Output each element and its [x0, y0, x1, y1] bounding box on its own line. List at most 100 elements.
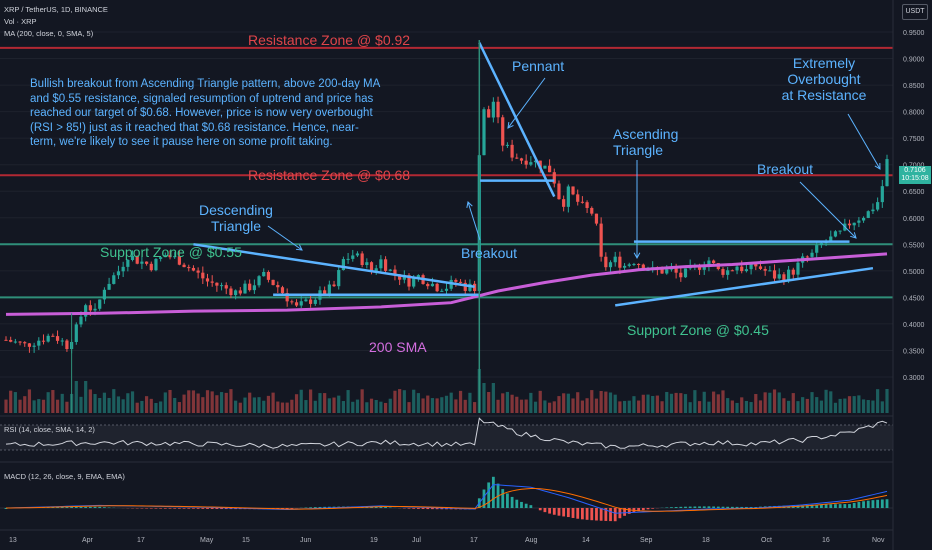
time-tick-label: Jul: [412, 537, 421, 544]
macd-histogram-bar: [679, 506, 683, 508]
candle-body: [416, 275, 420, 278]
candle-body: [440, 290, 444, 292]
support-045-label: Support Zone @ $0.45: [627, 322, 769, 338]
volume-bar: [290, 399, 294, 413]
symbol-title: XRP / TetherUS, 1D, BINANCE: [4, 5, 108, 14]
macd-histogram-bar: [730, 506, 734, 508]
macd-histogram-bar: [665, 507, 669, 508]
volume-bar: [365, 402, 369, 413]
arrow-head: [874, 162, 881, 170]
volume-bar: [533, 401, 538, 413]
volume-bar: [144, 396, 149, 413]
pattern-trendlines: [71, 39, 874, 413]
macd-histogram-bar: [613, 508, 617, 522]
candle-body: [463, 282, 467, 291]
candle-body: [805, 256, 809, 258]
candle-body: [571, 186, 575, 195]
macd-histogram-bar: [562, 508, 566, 517]
macd-histogram-bar: [491, 476, 495, 508]
macd-histogram-bar: [309, 507, 313, 508]
volume-bar: [618, 401, 622, 413]
volume-bar: [674, 392, 678, 413]
candle-body: [88, 305, 92, 311]
volume-bar: [566, 393, 570, 413]
time-tick-label: 18: [702, 537, 710, 544]
volume-bar: [599, 391, 603, 413]
candle-body: [224, 285, 228, 289]
candle-body: [84, 305, 88, 317]
candle-body: [641, 264, 645, 271]
macd-signal-line: [5, 487, 888, 512]
volume-bar: [782, 398, 786, 413]
candle-body: [112, 275, 116, 284]
candle-body: [243, 283, 247, 294]
bar-countdown: 10:15:08: [901, 175, 929, 182]
candle-body: [365, 262, 369, 265]
macd-histogram-bar: [206, 508, 209, 509]
candle-body: [608, 262, 613, 268]
candle-body: [468, 283, 472, 291]
volume-bar: [374, 399, 378, 413]
price-tick-label: 0.9500: [903, 30, 925, 37]
candle-body: [426, 283, 430, 287]
volume-bar: [416, 393, 420, 413]
volume-bar: [740, 397, 744, 413]
macd-histogram-bar: [510, 496, 514, 508]
candle-body: [116, 271, 121, 276]
candle-body: [355, 253, 360, 256]
currency-button[interactable]: USDT: [902, 4, 928, 20]
volume-bar: [861, 399, 866, 413]
candle-body: [196, 270, 200, 273]
macd-histogram-bar: [684, 506, 687, 508]
candle-body: [660, 269, 664, 274]
volume-bar: [721, 390, 725, 413]
time-tick-label: Aug: [525, 537, 538, 544]
volume-bar: [641, 394, 645, 413]
candle-body: [665, 269, 669, 274]
candle-body: [754, 263, 758, 267]
volume-bar: [449, 392, 453, 413]
candle-body: [257, 276, 261, 286]
volume-bar: [369, 398, 374, 413]
ma-legend: MA (200, close, 0, SMA, 5): [4, 29, 94, 38]
macd-histogram-bar: [824, 504, 828, 508]
volume-bar: [191, 390, 196, 413]
trendline: [193, 243, 475, 289]
volume-bar: [679, 393, 683, 413]
candle-body: [130, 255, 135, 260]
candle-body: [847, 223, 852, 226]
volume-bar: [688, 402, 692, 413]
candle-body: [313, 299, 317, 304]
macd-histogram-bar: [515, 499, 519, 508]
candle-body: [562, 199, 566, 207]
descending-label-line1: Descending: [199, 202, 273, 218]
volume-bar: [632, 396, 636, 413]
macd-histogram-bar: [79, 506, 83, 508]
macd-histogram-bar: [482, 489, 486, 508]
volume-bar: [594, 398, 599, 413]
volume-bar: [65, 401, 69, 413]
volume-bar: [805, 398, 809, 413]
rsi-line: [5, 417, 888, 449]
volume-bar: [201, 397, 205, 413]
volume-bar: [398, 389, 402, 413]
macd-histogram-bar: [590, 508, 594, 521]
volume-bar: [440, 397, 444, 413]
candle-body: [341, 259, 346, 271]
volume-bar: [622, 400, 627, 413]
volume-bar: [140, 400, 144, 413]
macd-histogram-bar: [595, 508, 598, 521]
volume-bar: [163, 392, 167, 413]
macd-histogram-bar: [641, 508, 645, 511]
candle-body: [32, 345, 36, 347]
macd-histogram-bar: [431, 508, 434, 510]
volume-bar: [815, 397, 819, 413]
candle-body: [435, 283, 439, 292]
rsi-band: [0, 425, 893, 450]
time-axis: 13 Apr 17 May 15 Jun 19 Jul 17 Aug 14 Sep 18 Oct 16 Nov: [9, 537, 885, 544]
macd-histogram-bar: [857, 501, 861, 508]
arrow-head: [633, 252, 641, 260]
candle-body: [276, 285, 280, 288]
volume-bar: [655, 395, 659, 413]
